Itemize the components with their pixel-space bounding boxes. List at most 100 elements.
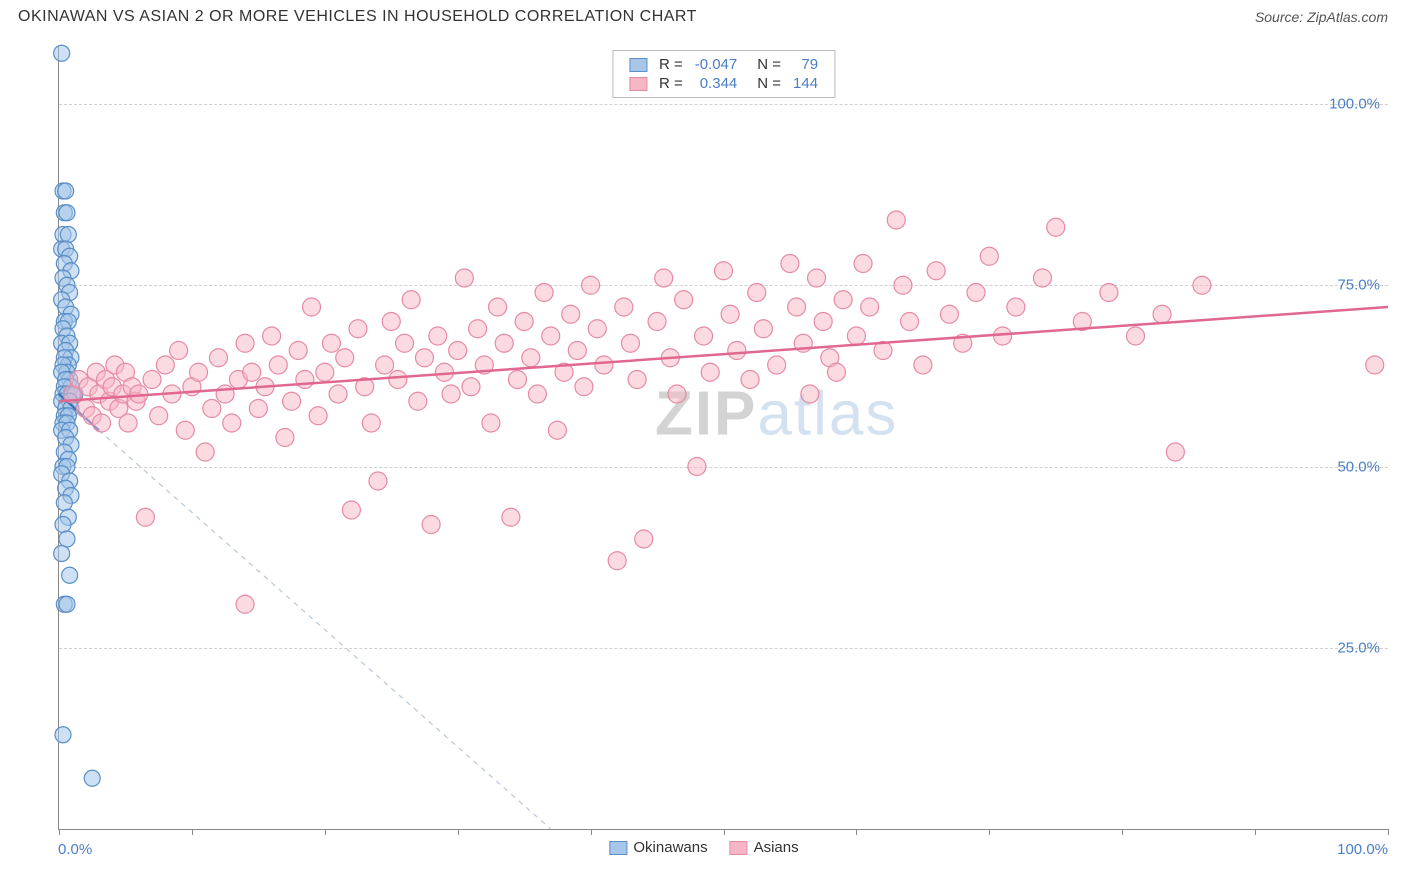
x-axis-min-label: 0.0% xyxy=(58,841,92,858)
data-point-asians xyxy=(887,211,905,229)
data-point-asians xyxy=(1166,443,1184,461)
data-point-asians xyxy=(914,356,932,374)
swatch-okinawans-bottom xyxy=(609,841,627,855)
data-point-asians xyxy=(462,378,480,396)
source-label: Source: ZipAtlas.com xyxy=(1255,9,1388,25)
data-point-asians xyxy=(1100,284,1118,302)
x-axis-max-label: 100.0% xyxy=(1337,841,1388,858)
data-point-asians xyxy=(489,298,507,316)
data-point-asians xyxy=(415,349,433,367)
data-point-asians xyxy=(980,247,998,265)
x-tick xyxy=(325,829,326,835)
data-point-asians xyxy=(542,327,560,345)
data-point-asians xyxy=(967,284,985,302)
data-point-asians xyxy=(575,378,593,396)
data-point-asians xyxy=(768,356,786,374)
x-tick xyxy=(1255,829,1256,835)
data-point-asians xyxy=(814,313,832,331)
data-point-asians xyxy=(276,429,294,447)
data-point-okinawans xyxy=(58,183,74,199)
chart-container: 2 or more Vehicles in Household R = -0.0… xyxy=(20,46,1388,872)
data-point-okinawans xyxy=(59,596,75,612)
x-tick xyxy=(989,829,990,835)
data-point-asians xyxy=(269,356,287,374)
data-point-asians xyxy=(236,334,254,352)
data-point-asians xyxy=(143,371,161,389)
data-point-okinawans xyxy=(62,567,78,583)
data-point-asians xyxy=(502,508,520,526)
data-point-okinawans xyxy=(59,205,75,221)
data-point-asians xyxy=(548,421,566,439)
data-point-asians xyxy=(196,443,214,461)
data-point-asians xyxy=(1047,218,1065,236)
series-legend: Okinawans Asians xyxy=(609,839,798,856)
legend-row-okinawans: R = -0.047 N = 79 xyxy=(623,55,824,74)
data-point-asians xyxy=(309,407,327,425)
data-point-asians xyxy=(455,269,473,287)
correlation-legend: R = -0.047 N = 79 R = 0.344 N = 144 xyxy=(612,50,835,98)
plot-area: R = -0.047 N = 79 R = 0.344 N = 144 ZIPa… xyxy=(58,46,1388,830)
data-point-asians xyxy=(675,291,693,309)
data-point-asians xyxy=(482,414,500,432)
data-point-asians xyxy=(1193,276,1211,294)
data-point-asians xyxy=(528,385,546,403)
data-point-asians xyxy=(808,269,826,287)
data-point-asians xyxy=(469,320,487,338)
data-point-okinawans xyxy=(55,727,71,743)
data-point-asians xyxy=(119,414,137,432)
data-point-asians xyxy=(176,421,194,439)
data-point-asians xyxy=(369,472,387,490)
scatter-plot xyxy=(59,46,1388,829)
x-tick xyxy=(458,829,459,835)
data-point-asians xyxy=(329,385,347,403)
x-tick xyxy=(59,829,60,835)
data-point-asians xyxy=(615,298,633,316)
data-point-asians xyxy=(847,327,865,345)
data-point-asians xyxy=(1153,305,1171,323)
data-point-asians xyxy=(788,298,806,316)
data-point-asians xyxy=(695,327,713,345)
data-point-asians xyxy=(748,284,766,302)
data-point-asians xyxy=(422,516,440,534)
data-point-asians xyxy=(854,255,872,273)
data-point-asians xyxy=(940,305,958,323)
data-point-asians xyxy=(861,298,879,316)
legend-item-asians: Asians xyxy=(730,839,799,856)
data-point-asians xyxy=(688,458,706,476)
data-point-asians xyxy=(376,356,394,374)
x-tick xyxy=(724,829,725,835)
data-point-asians xyxy=(1126,327,1144,345)
data-point-okinawans xyxy=(56,495,72,511)
x-tick xyxy=(856,829,857,835)
data-point-asians xyxy=(150,407,168,425)
data-point-asians xyxy=(263,327,281,345)
data-point-asians xyxy=(522,349,540,367)
data-point-asians xyxy=(595,356,613,374)
data-point-asians xyxy=(209,349,227,367)
chart-title: OKINAWAN VS ASIAN 2 OR MORE VEHICLES IN … xyxy=(18,8,697,26)
data-point-asians xyxy=(901,313,919,331)
data-point-asians xyxy=(535,284,553,302)
legend-item-okinawans: Okinawans xyxy=(609,839,707,856)
data-point-asians xyxy=(568,342,586,360)
legend-row-asians: R = 0.344 N = 144 xyxy=(623,74,824,93)
data-point-asians xyxy=(223,414,241,432)
data-point-okinawans xyxy=(60,227,76,243)
data-point-asians xyxy=(170,342,188,360)
data-point-asians xyxy=(236,595,254,613)
data-point-asians xyxy=(396,334,414,352)
data-point-asians xyxy=(216,385,234,403)
data-point-asians xyxy=(834,291,852,309)
data-point-asians xyxy=(515,313,533,331)
data-point-asians xyxy=(588,320,606,338)
data-point-asians xyxy=(509,371,527,389)
data-point-asians xyxy=(628,371,646,389)
data-point-asians xyxy=(382,313,400,331)
data-point-asians xyxy=(296,371,314,389)
data-point-asians xyxy=(322,334,340,352)
swatch-asians xyxy=(629,77,647,91)
data-point-asians xyxy=(249,400,267,418)
data-point-asians xyxy=(190,363,208,381)
swatch-asians-bottom xyxy=(730,841,748,855)
data-point-asians xyxy=(156,356,174,374)
